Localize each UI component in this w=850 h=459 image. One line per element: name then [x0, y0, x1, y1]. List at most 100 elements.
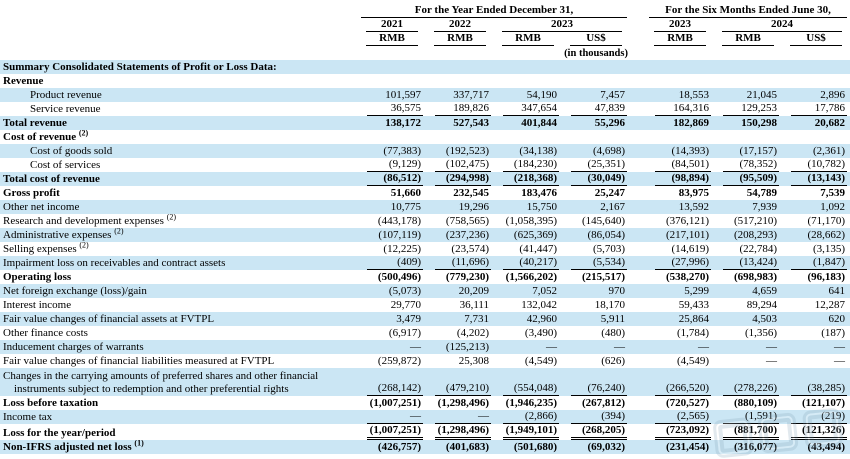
- cell-value: [358, 60, 426, 74]
- cell-value: (30,049): [562, 172, 630, 186]
- cell-value: (121,107): [801, 397, 846, 409]
- currency-column-header: RMB: [714, 32, 782, 46]
- cell-value: 189,826: [426, 102, 494, 116]
- cell-value: (17,157): [739, 145, 778, 157]
- cell-value: [426, 130, 494, 144]
- cell-value: (96,183): [807, 271, 846, 283]
- cell-value: (1,949,101): [494, 424, 562, 440]
- cell-value: [562, 130, 630, 144]
- table-row: Inducement charges of warrants — (125,213)…: [0, 340, 850, 354]
- cell-value: (720,527): [665, 397, 710, 409]
- cell-value: (1,298,496): [437, 397, 489, 409]
- cell-value: (409): [358, 256, 426, 270]
- cell-value: 527,543: [453, 117, 489, 129]
- row-label: Administrative expenses (2): [3, 228, 124, 241]
- table-row: Total revenue 138,172 527,543 401,844 55,296…: [0, 116, 850, 130]
- cell-value: (881,700): [714, 424, 782, 440]
- table-row: Product revenue 101,597 337,717 54,190 7,457…: [0, 88, 850, 102]
- cell-value: 42,960: [526, 313, 557, 325]
- table-row: Selling expenses (2) (12,225) (23,574) (41,…: [0, 242, 850, 256]
- cell-value: —: [766, 341, 778, 353]
- table-row: Income tax — — (2,866) (394) (2,565) (1,591) (2…: [0, 410, 850, 424]
- cell-value: 89,294: [746, 299, 778, 311]
- table-row: Gross profit 51,660 232,545 183,476 25,247 83…: [0, 186, 850, 200]
- cell-value: 36,575: [358, 102, 426, 116]
- currency-column-header: RMB: [494, 32, 562, 46]
- cell-value: (84,501): [646, 158, 714, 172]
- units-note: (in thousands): [564, 48, 628, 59]
- cell-value: (4,698): [592, 145, 626, 157]
- row-label: Product revenue: [30, 89, 102, 101]
- cell-value: (208,293): [733, 229, 778, 241]
- row-label: Loss for the year/period: [3, 427, 116, 439]
- year-row: 2021 2022 2023 2023 2024: [0, 18, 850, 32]
- column-gap: [630, 228, 646, 242]
- cell-value: (107,119): [378, 229, 421, 241]
- cell-value: (268,142): [358, 368, 426, 396]
- cell-value: (121,326): [782, 424, 850, 440]
- table-row: Cost of revenue (2): [0, 130, 850, 144]
- row-label: Cost of goods sold: [30, 145, 113, 157]
- cell-value: 4,503: [752, 313, 778, 325]
- cell-value: (40,217): [494, 256, 562, 270]
- year-column-header: 2023: [494, 18, 630, 32]
- cell-value: [782, 130, 850, 144]
- cell-value: (11,696): [426, 256, 494, 270]
- label-column-spacer: [0, 32, 358, 46]
- cell-value: (14,393): [671, 145, 710, 157]
- cell-value: [358, 74, 426, 88]
- year-column-header: 2021: [358, 18, 426, 32]
- cell-value: —: [546, 341, 557, 353]
- row-label: Revenue: [3, 75, 44, 87]
- table-row: Changes in the carrying amounts of prefe…: [0, 368, 850, 396]
- row-label: Selling expenses (2): [3, 242, 89, 255]
- table-row: Impairment loss on receivables and contr…: [0, 256, 850, 270]
- cell-value: (501,680): [513, 441, 557, 453]
- annual-period-header: For the Year Ended December 31,: [358, 4, 630, 18]
- cell-value: 337,717: [453, 89, 489, 101]
- column-gap: [630, 326, 646, 340]
- cell-value: (723,092): [646, 424, 714, 440]
- cell-value: (219): [782, 410, 850, 424]
- cell-value: —: [426, 410, 494, 424]
- cell-value: (1,007,251): [358, 424, 426, 440]
- cell-value: 7,052: [532, 285, 557, 297]
- table-row: Loss before taxation (1,007,251) (1,298,49…: [0, 396, 850, 410]
- cell-value: (2,866): [494, 410, 562, 424]
- column-gap: [630, 242, 646, 256]
- cell-value: [714, 130, 782, 144]
- cell-value: (4,549): [676, 355, 710, 367]
- cell-value: [646, 74, 714, 88]
- cell-value: 25,864: [678, 313, 710, 325]
- table-row: Summary Consolidated Statements of Profi…: [0, 60, 850, 74]
- row-label: Research and development expenses (2): [3, 214, 177, 227]
- cell-value: (78,352): [714, 158, 782, 172]
- currency-column-header: RMB: [426, 32, 494, 46]
- cell-value: (5,534): [562, 256, 630, 270]
- table-body: Summary Consolidated Statements of Profi…: [0, 60, 850, 454]
- table-row: Net foreign exchange (loss)/gain (5,073) 2…: [0, 284, 850, 298]
- cell-value: (517,210): [733, 215, 778, 227]
- currency-column-header: US$: [562, 32, 630, 46]
- row-label: Service revenue: [30, 103, 101, 115]
- currency-row: RMB RMB RMB US$ RMB RMB US$: [0, 32, 850, 46]
- cell-value: (76,240): [562, 368, 630, 396]
- cell-value: 5,299: [684, 285, 710, 297]
- cell-value: (41,447): [519, 243, 557, 255]
- table-header: For the Year Ended December 31, For the …: [0, 4, 850, 60]
- cell-value: (1,591): [714, 410, 782, 424]
- cell-value: (394): [562, 410, 630, 424]
- table-row: Service revenue 36,575 189,826 347,654 47,83…: [0, 102, 850, 116]
- period-title-row: For the Year Ended December 31, For the …: [0, 4, 850, 18]
- row-label: Impairment loss on receivables and contr…: [3, 257, 226, 269]
- column-gap: [630, 396, 646, 410]
- cell-value: [646, 60, 714, 74]
- cell-value: (10,782): [782, 158, 850, 172]
- row-label: Income tax: [3, 411, 53, 423]
- column-gap: [630, 340, 646, 354]
- column-gap: [630, 102, 646, 116]
- table-row: Total cost of revenue (86,512) (294,998) (2…: [0, 172, 850, 186]
- table-row: Operating loss (500,496) (779,230) (1,566,2…: [0, 270, 850, 284]
- cell-value: 13,592: [678, 201, 710, 213]
- column-gap: [630, 298, 646, 312]
